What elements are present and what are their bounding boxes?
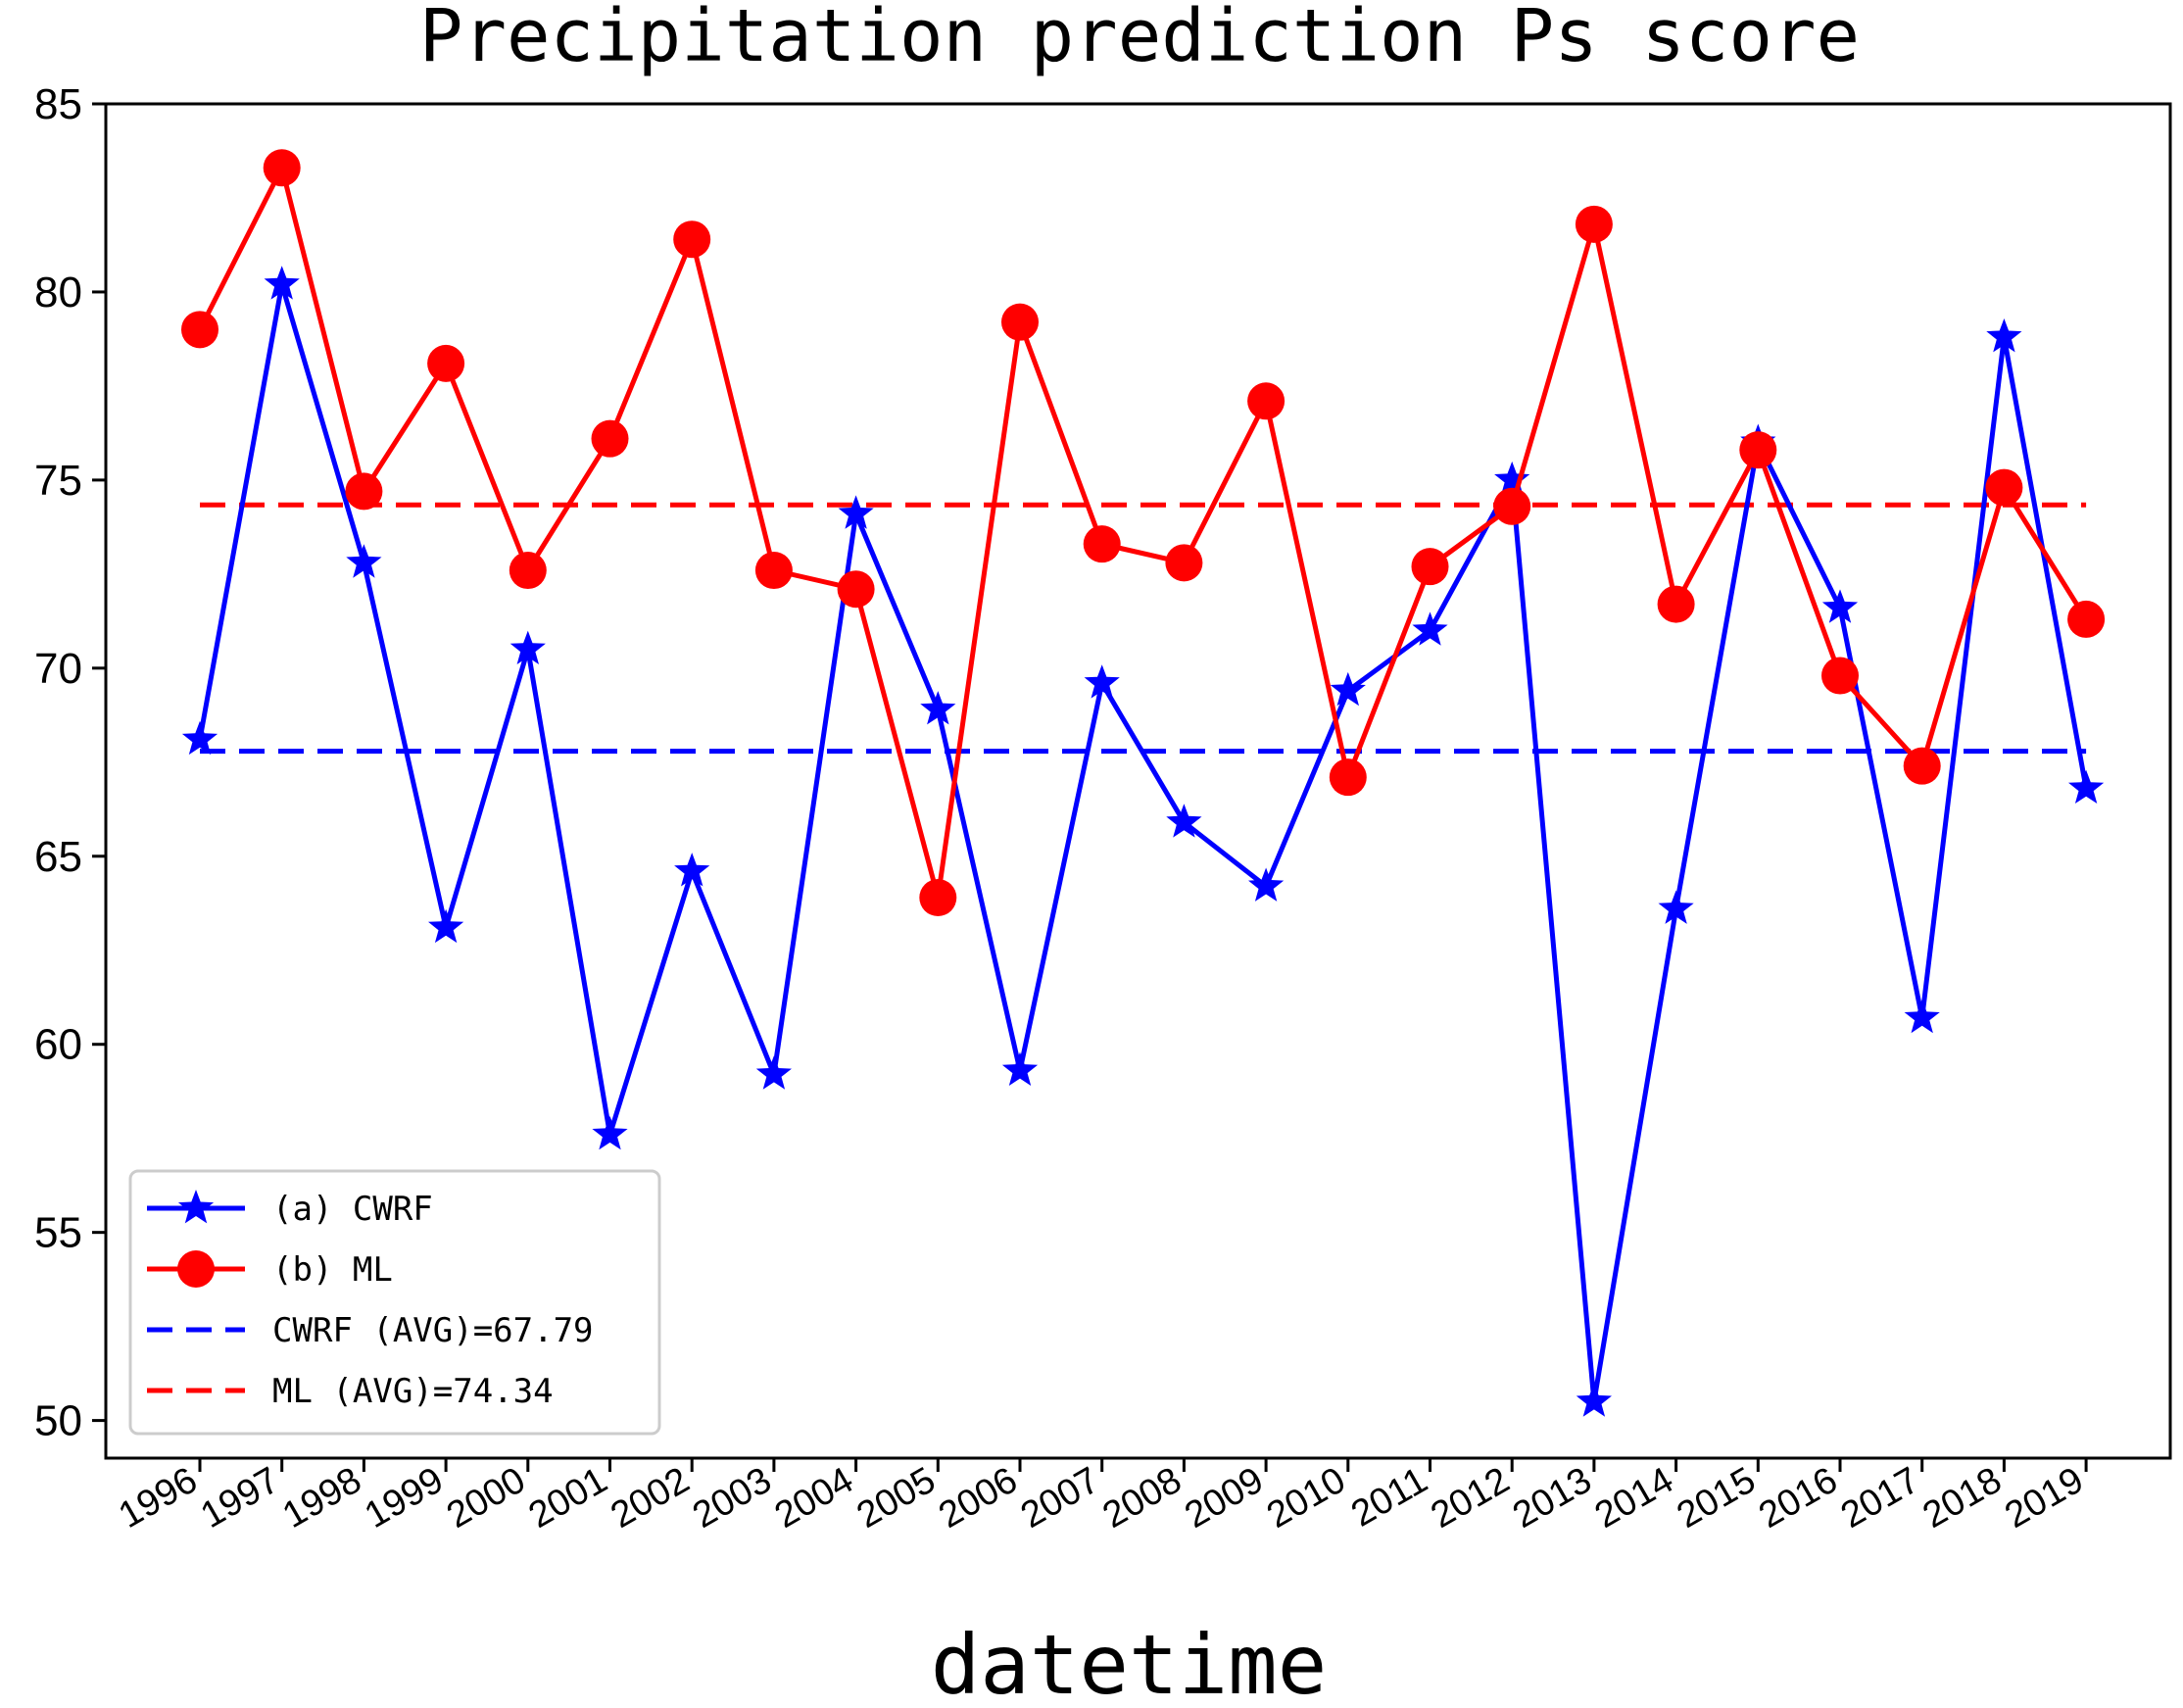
data-point-ml	[1165, 544, 1203, 582]
legend-box	[128, 1169, 661, 1436]
y-tick-label: 85	[34, 80, 82, 128]
x-tick-label: 1997	[194, 1459, 286, 1537]
y-tick-label: 65	[34, 833, 82, 881]
data-point-cwrf	[592, 1115, 628, 1150]
x-tick-label: 1996	[112, 1459, 204, 1537]
x-tick-label: 2018	[1916, 1459, 2009, 1537]
x-tick-label: 2019	[1998, 1459, 2090, 1537]
data-point-ml	[345, 472, 383, 511]
x-tick-label: 2013	[1506, 1459, 1598, 1537]
data-point-ml	[1247, 382, 1286, 420]
data-point-ml	[1739, 431, 1777, 469]
data-point-ml	[1985, 468, 2023, 507]
data-point-ml	[837, 570, 875, 609]
plot-frame	[104, 102, 2172, 1460]
x-tick-label: 2014	[1588, 1459, 1680, 1537]
x-tick-label: 2016	[1752, 1459, 1844, 1537]
legend: (a) CWRF (b) ML CWRF (AVG)=67.79 ML (AVG)=7…	[128, 1169, 661, 1436]
data-point-ml	[1083, 525, 1121, 563]
legend-label: CWRF (AVG)=67.79	[272, 1311, 594, 1350]
y-tick-label: 50	[34, 1397, 82, 1445]
x-tick-label: 2005	[850, 1459, 943, 1537]
x-tick-label: 2007	[1014, 1459, 1106, 1537]
data-point-ml	[2067, 600, 2106, 638]
data-point-ml	[263, 149, 301, 187]
legend-label: (b) ML	[272, 1250, 393, 1290]
data-point-cwrf	[1821, 589, 1859, 623]
data-point-ml	[673, 220, 711, 259]
chart-title: Precipitation prediction Ps score	[419, 0, 1860, 78]
data-point-cwrf	[1658, 890, 1694, 924]
y-tick-label: 60	[34, 1021, 82, 1069]
x-tick-label: 2015	[1671, 1459, 1763, 1537]
x-tick-label: 2012	[1424, 1459, 1516, 1537]
x-tick-label: 2008	[1096, 1459, 1189, 1537]
data-point-ml	[509, 552, 547, 590]
legend-label: ML (AVG)=74.34	[272, 1372, 554, 1411]
data-point-cwrf	[755, 1055, 792, 1090]
data-point-ml	[1411, 548, 1449, 586]
x-tick-label: 2010	[1260, 1459, 1352, 1537]
data-point-cwrf	[838, 495, 874, 529]
data-point-cwrf	[1412, 611, 1448, 646]
data-point-ml	[919, 879, 957, 917]
x-tick-label: 2004	[768, 1459, 860, 1537]
data-point-ml	[427, 344, 465, 382]
legend-label: (a) CWRF	[272, 1190, 433, 1229]
data-point-cwrf	[1330, 671, 1366, 707]
x-tick-label: 1998	[276, 1459, 368, 1537]
x-tick-label: 2003	[686, 1459, 778, 1537]
x-tick-label: 2009	[1178, 1459, 1270, 1537]
data-point-ml	[1903, 747, 1941, 785]
data-point-cwrf	[1986, 318, 2022, 353]
data-point-cwrf	[920, 691, 956, 725]
data-point-cwrf	[264, 266, 300, 300]
data-point-ml	[1575, 205, 1613, 243]
data-point-cwrf	[1084, 664, 1120, 699]
data-point-ml	[1657, 585, 1695, 623]
legend-marker	[177, 1250, 215, 1288]
data-point-cwrf	[1494, 461, 1530, 496]
x-tick-label: 2000	[440, 1459, 532, 1537]
data-point-ml	[754, 552, 793, 590]
data-point-cwrf	[428, 908, 464, 944]
data-point-cwrf	[346, 544, 382, 578]
data-point-cwrf	[1576, 1383, 1612, 1417]
data-point-ml	[1329, 758, 1367, 797]
data-point-cwrf	[674, 853, 710, 887]
y-tick-label: 55	[34, 1209, 82, 1257]
legend-marker	[177, 1190, 215, 1224]
data-point-cwrf	[1001, 1051, 1039, 1086]
x-tick-label: 2002	[604, 1459, 696, 1537]
data-point-ml	[591, 419, 629, 458]
series-line-cwrf	[197, 281, 2089, 1404]
data-point-ml	[1493, 487, 1531, 525]
data-point-ml	[181, 311, 218, 349]
x-tick-label: 1999	[358, 1459, 450, 1537]
y-tick-label: 70	[34, 645, 82, 693]
data-point-ml	[1001, 303, 1039, 341]
x-tick-label: 2006	[932, 1459, 1024, 1537]
plot-area: 50 55 60 65 70 75 80 85 199619971998199920002001…	[34, 80, 2172, 1537]
data-point-cwrf	[1166, 804, 1202, 838]
data-point-cwrf	[509, 630, 546, 664]
data-point-cwrf	[1904, 999, 1940, 1034]
data-point-cwrf	[181, 720, 218, 756]
data-point-cwrf	[2068, 769, 2105, 804]
x-axis-label: datetime	[931, 1617, 1328, 1708]
x-tick-label: 2017	[1834, 1459, 1926, 1537]
data-point-ml	[1821, 657, 1859, 695]
y-tick-label: 75	[34, 457, 82, 505]
series-line-ml	[197, 165, 2089, 901]
y-tick-label: 80	[34, 268, 82, 317]
x-tick-label: 2001	[522, 1459, 614, 1537]
x-tick-label: 2011	[1344, 1459, 1434, 1535]
data-point-cwrf	[1248, 867, 1285, 902]
